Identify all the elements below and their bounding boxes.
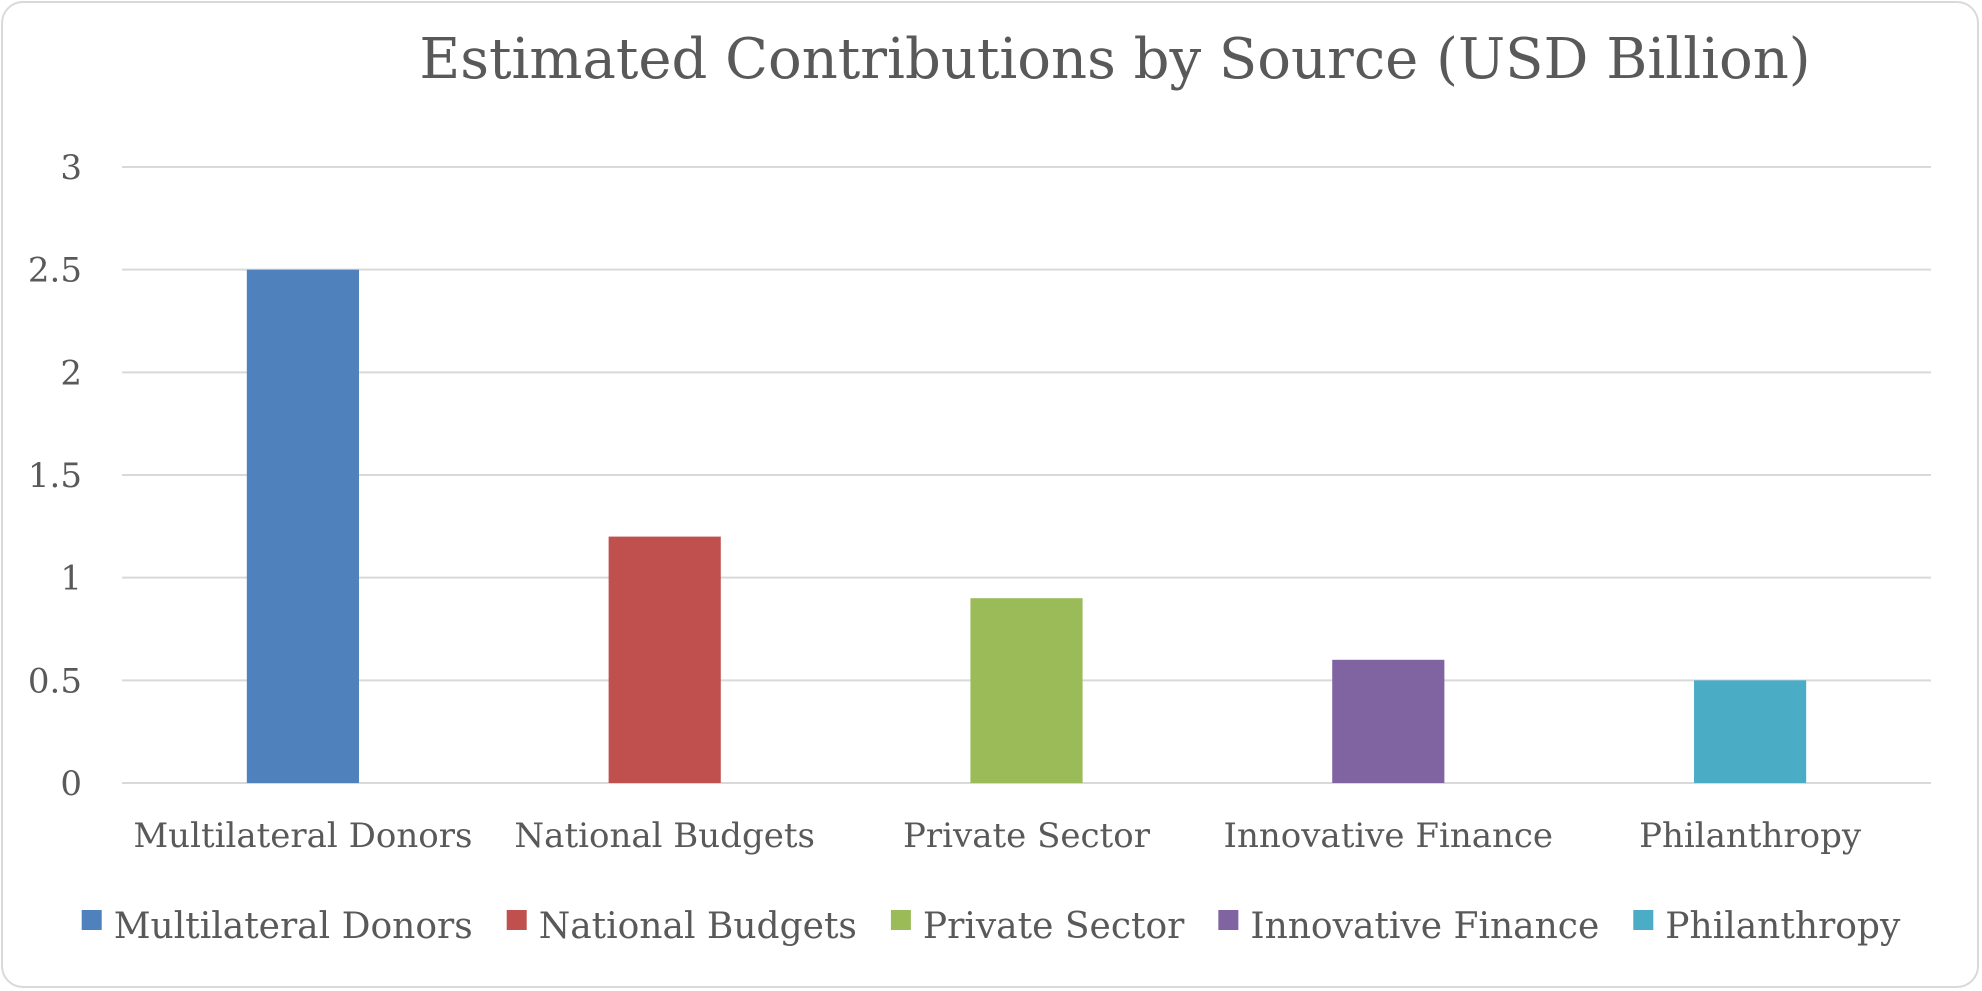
y-tick-label: 0.5 [28,661,82,701]
y-tick-label: 1 [60,559,82,599]
y-axis-ticks: 0 0.5 1 1.5 2 2.5 3 [28,148,82,804]
legend-label: Philanthropy [1665,906,1901,947]
gridlines [122,166,1931,784]
legend-label: Multilateral Donors [114,906,473,947]
chart-title: Estimated Contributions by Source (USD B… [419,27,1810,92]
x-category-label: Philanthropy [1639,816,1862,856]
y-tick-label: 1.5 [28,456,82,496]
bar-innovative-finance [1332,659,1445,783]
legend-item: Multilateral Donors [81,906,473,947]
legend-swatch [81,910,102,930]
legend-item: Philanthropy [1633,906,1901,947]
legend-swatch [1218,910,1239,930]
legend-swatch [890,910,911,930]
legend-swatch [506,910,527,930]
x-category-label: Innovative Finance [1224,816,1554,856]
legend-item: Private Sector [890,906,1185,947]
bar-private-sector [970,598,1083,783]
y-tick-label: 0 [60,764,82,804]
x-category-label: National Budgets [514,816,815,856]
bar-philanthropy [1694,680,1807,783]
bars [246,269,1807,784]
x-category-label: Private Sector [903,816,1151,856]
legend-label: National Budgets [539,906,857,947]
y-tick-label: 3 [60,148,82,188]
legend-item: National Budgets [506,906,857,947]
y-tick-label: 2.5 [28,251,82,291]
legend: Multilateral Donors National Budgets Priva… [81,906,1901,947]
y-tick-label: 2 [60,353,82,393]
x-axis-categories: Multilateral Donors National Budgets Priva… [133,816,1861,856]
legend-swatch [1633,910,1654,930]
legend-label: Innovative Finance [1250,906,1599,947]
legend-item: Innovative Finance [1218,906,1599,947]
bar-multilateral-donors [246,269,359,784]
bar-national-budgets [608,536,721,783]
x-category-label: Multilateral Donors [133,816,472,856]
legend-label: Private Sector [923,906,1185,947]
